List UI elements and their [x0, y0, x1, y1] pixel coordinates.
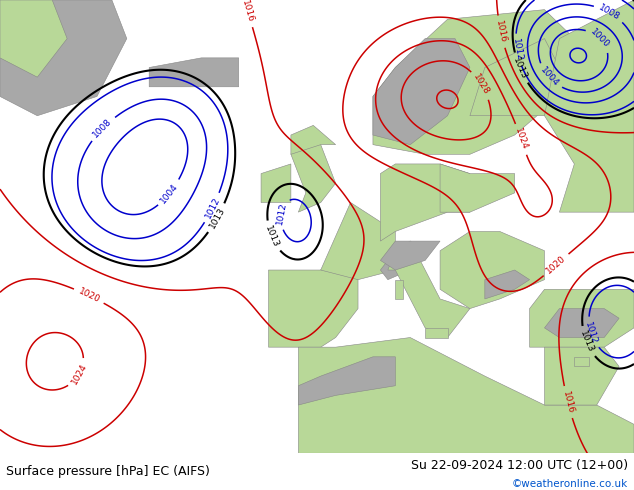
Polygon shape	[440, 231, 545, 309]
Polygon shape	[485, 270, 529, 299]
Text: 1012: 1012	[204, 196, 221, 220]
Text: 1013: 1013	[512, 56, 529, 80]
Polygon shape	[440, 164, 515, 212]
Text: ©weatheronline.co.uk: ©weatheronline.co.uk	[512, 479, 628, 489]
Text: 1004: 1004	[159, 181, 180, 205]
Polygon shape	[0, 0, 67, 77]
Text: 1024: 1024	[513, 127, 529, 151]
Polygon shape	[529, 289, 634, 347]
Text: 1028: 1028	[472, 73, 491, 97]
Text: 1016: 1016	[560, 390, 575, 415]
Text: 1008: 1008	[597, 3, 621, 22]
Text: 1020: 1020	[77, 287, 101, 305]
Polygon shape	[380, 164, 470, 241]
Polygon shape	[0, 0, 127, 116]
Text: 1012: 1012	[275, 201, 288, 225]
Text: Su 22-09-2024 12:00 UTC (12+00): Su 22-09-2024 12:00 UTC (12+00)	[411, 459, 628, 472]
Polygon shape	[380, 241, 440, 270]
Text: 1012: 1012	[510, 38, 524, 62]
Polygon shape	[545, 347, 619, 405]
Text: Surface pressure [hPa] EC (AIFS): Surface pressure [hPa] EC (AIFS)	[6, 465, 210, 478]
Polygon shape	[373, 10, 574, 154]
Text: 1020: 1020	[545, 254, 567, 276]
Polygon shape	[574, 357, 589, 367]
Polygon shape	[269, 270, 358, 347]
Polygon shape	[396, 280, 403, 299]
Polygon shape	[299, 357, 396, 405]
Polygon shape	[388, 241, 470, 338]
Polygon shape	[299, 338, 634, 453]
Text: 1013: 1013	[578, 330, 595, 354]
Text: 1024: 1024	[70, 362, 89, 386]
Polygon shape	[261, 164, 291, 202]
Polygon shape	[299, 202, 396, 280]
Polygon shape	[373, 39, 470, 145]
Text: 1013: 1013	[207, 206, 226, 230]
Polygon shape	[545, 309, 619, 338]
Text: 1012: 1012	[583, 320, 599, 345]
Polygon shape	[470, 39, 559, 116]
Text: 1004: 1004	[538, 66, 560, 89]
Text: 1016: 1016	[494, 20, 508, 44]
Text: 1008: 1008	[91, 117, 114, 140]
Polygon shape	[149, 58, 238, 87]
Polygon shape	[291, 135, 335, 212]
Polygon shape	[380, 241, 425, 280]
Text: 1016: 1016	[240, 0, 256, 24]
Text: 1013: 1013	[263, 224, 280, 249]
Polygon shape	[425, 328, 448, 338]
Polygon shape	[291, 125, 335, 154]
Polygon shape	[545, 0, 634, 212]
Text: 1000: 1000	[588, 27, 611, 50]
